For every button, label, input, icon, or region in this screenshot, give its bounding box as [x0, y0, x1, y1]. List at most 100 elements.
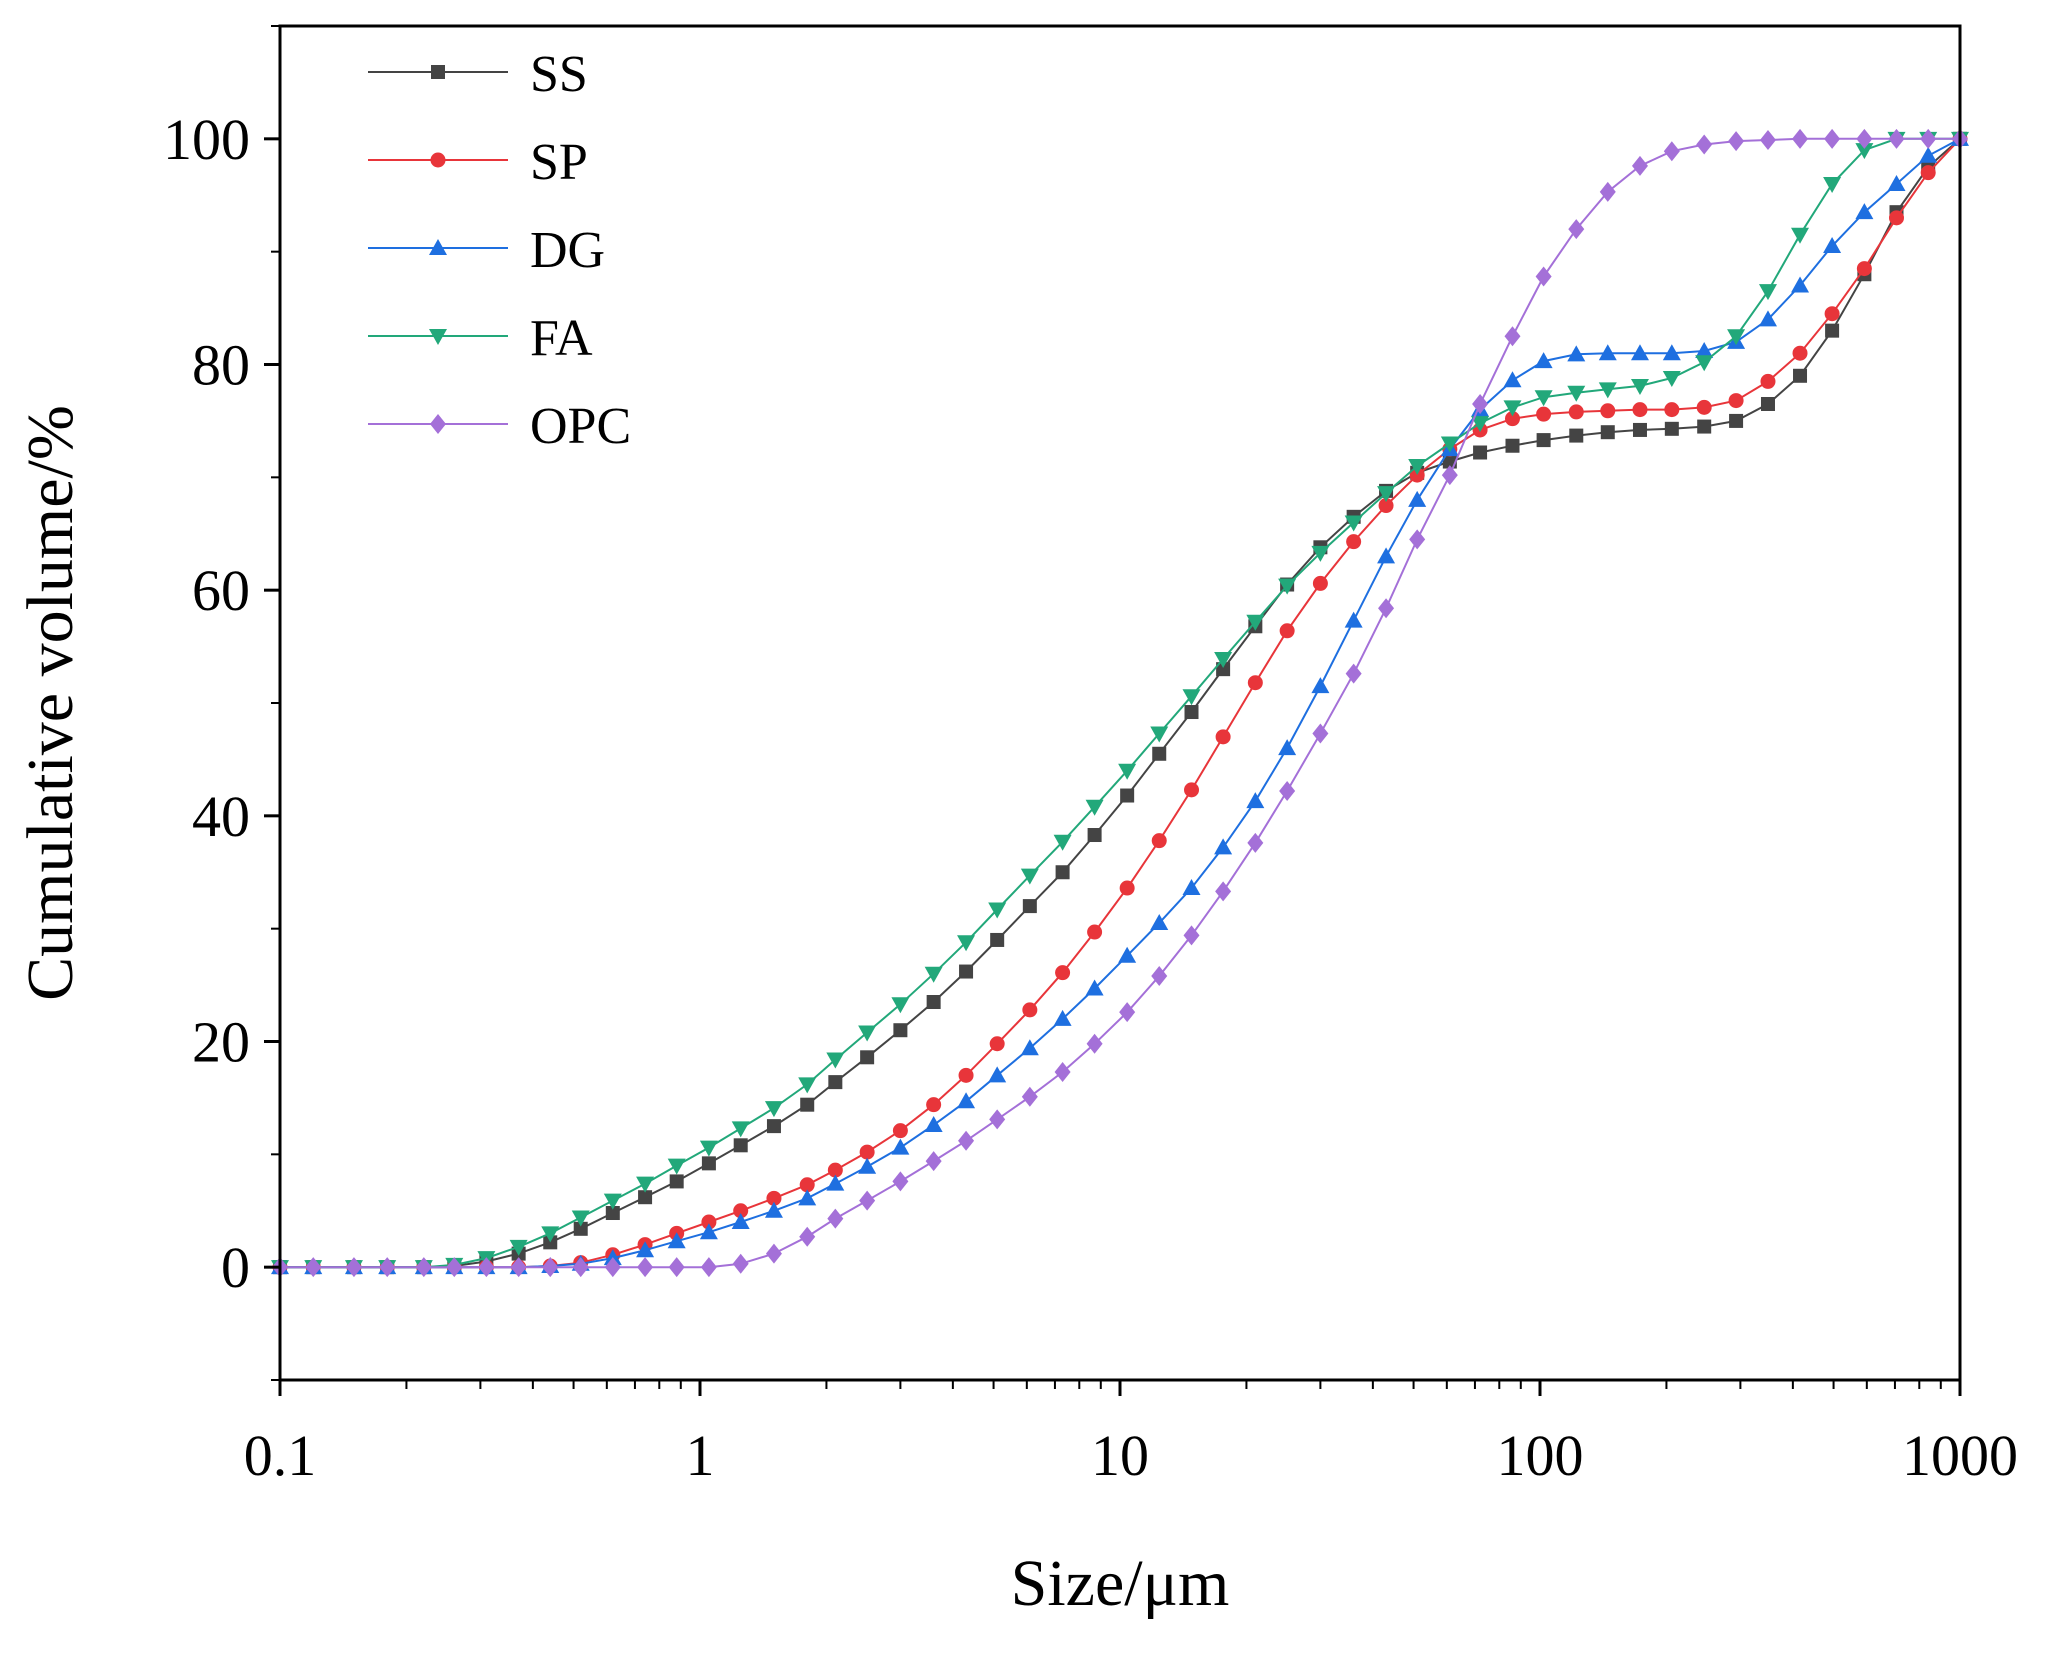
- series-sp-line: [280, 138, 1961, 1269]
- series-opc-point: [1792, 128, 1809, 149]
- series-opc-point: [958, 1130, 975, 1151]
- series-sp-point: [1728, 393, 1744, 409]
- series-opc-point: [446, 1257, 463, 1278]
- series-dg-line: [280, 137, 1961, 1269]
- series-fa-point: [858, 1025, 877, 1042]
- series-dg-point: [1567, 345, 1586, 362]
- series-fa-point: [1630, 378, 1649, 395]
- series-fa-point: [1727, 329, 1746, 346]
- series-ss-point: [1632, 422, 1647, 437]
- series-sp-point: [1378, 498, 1394, 514]
- series-opc-point: [345, 1257, 362, 1278]
- series-dg-point: [1246, 792, 1265, 809]
- series-layer: [271, 128, 1969, 1278]
- series-sp-point: [1856, 261, 1872, 277]
- series-dg-point: [1919, 146, 1938, 163]
- series-sp-point: [1632, 402, 1648, 418]
- series-ss-point: [1055, 865, 1070, 880]
- series-opc-point: [1504, 326, 1521, 347]
- series-fa-line: [280, 137, 1960, 1269]
- series-ss-point: [1152, 746, 1167, 761]
- series-fa-point: [1118, 763, 1137, 780]
- series-dg-point: [826, 1174, 845, 1191]
- series-fa-point: [667, 1158, 686, 1175]
- y-axis-title: Cumulative volume/%: [14, 405, 87, 1001]
- series-fa-point: [1823, 176, 1842, 193]
- series-dg-point: [1758, 310, 1777, 327]
- x-tick-label: 0.1: [244, 1423, 317, 1488]
- series-ss-point: [860, 1050, 875, 1065]
- series-fa-point: [1598, 382, 1617, 399]
- series-sp-point: [1087, 924, 1103, 940]
- series-sp-point: [1022, 1002, 1038, 1018]
- series-opc-point: [1888, 128, 1905, 149]
- series-opc-point: [604, 1257, 621, 1278]
- x-tick-label: 10: [1091, 1423, 1149, 1488]
- series-opc-point: [925, 1151, 942, 1172]
- series-opc-point: [700, 1257, 717, 1278]
- series-fa-point: [636, 1176, 655, 1193]
- series-dg-point: [1791, 276, 1810, 293]
- series-opc-point: [732, 1253, 749, 1274]
- series-opc-point: [1345, 663, 1362, 684]
- series-opc-point: [1696, 134, 1713, 155]
- series-dg-point: [1630, 344, 1649, 361]
- legend-label-sp: SP: [530, 134, 588, 191]
- series-fa-point: [1855, 143, 1874, 160]
- series-sp-point: [1920, 165, 1936, 181]
- y-tick-label: 80: [192, 333, 250, 398]
- series-dg: [271, 129, 1969, 1275]
- series-fa-point: [988, 902, 1007, 919]
- series-fa-point: [1246, 614, 1265, 631]
- y-tick-label: 0: [221, 1235, 250, 1300]
- series-dg-point: [1534, 352, 1553, 369]
- series-dg-point: [1695, 341, 1714, 358]
- series-ss-point: [1473, 445, 1488, 460]
- series-sp-point: [766, 1190, 782, 1206]
- series-opc-point: [1856, 128, 1873, 149]
- series-ss-point: [1184, 705, 1199, 720]
- series-ss-line: [280, 138, 1961, 1269]
- series-dg-point: [891, 1138, 910, 1155]
- series-sp-point: [1888, 210, 1904, 226]
- series-opc-point: [1119, 1002, 1136, 1023]
- series-sp: [272, 131, 1968, 1275]
- series-dg-point: [1823, 237, 1842, 254]
- series-ss-point: [669, 1174, 684, 1189]
- series-dg-point: [1311, 677, 1330, 694]
- series-sp-point: [1346, 534, 1362, 550]
- series-dg-point: [699, 1223, 718, 1240]
- series-sp-point: [892, 1123, 908, 1139]
- series-sp-point: [799, 1177, 815, 1193]
- series-dg-point: [1085, 979, 1104, 996]
- series-fa-point: [1085, 799, 1104, 816]
- series-opc-point: [859, 1190, 876, 1211]
- series-fa-point: [1053, 834, 1072, 851]
- series-fa-point: [957, 935, 976, 952]
- series-opc-point: [827, 1208, 844, 1229]
- series-dg-point: [1887, 174, 1906, 191]
- series-fa-point: [1214, 651, 1233, 668]
- series-opc-line: [280, 137, 1960, 1269]
- series-sp-point: [1568, 404, 1584, 420]
- legend: SS SP DG FA OPC: [368, 46, 631, 455]
- series-sp-point: [1760, 373, 1776, 389]
- series-sp-point: [1312, 575, 1328, 591]
- series-opc-point: [1247, 832, 1264, 853]
- series-fa-point: [541, 1226, 560, 1243]
- legend-label-ss: SS: [530, 46, 588, 103]
- series-dg-point: [988, 1066, 1007, 1083]
- series-opc-point: [305, 1257, 322, 1278]
- series-dg-point: [1278, 739, 1297, 756]
- series-dg-point: [636, 1241, 655, 1258]
- series-dg-point: [1344, 611, 1363, 628]
- series-ss-point: [638, 1190, 653, 1205]
- series-sp-point: [1151, 833, 1167, 849]
- series-fa-point: [731, 1121, 750, 1138]
- series-sp-point: [1055, 965, 1071, 981]
- series-dg-point: [1118, 946, 1137, 963]
- series-sp-point: [1536, 406, 1552, 422]
- series-opc-point: [1535, 266, 1552, 287]
- series-fa-point: [1534, 390, 1553, 407]
